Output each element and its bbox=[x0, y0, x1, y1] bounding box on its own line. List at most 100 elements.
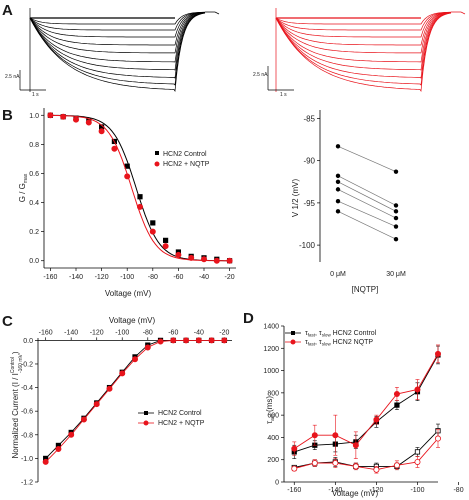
data-point bbox=[170, 337, 177, 344]
data-point bbox=[311, 460, 318, 467]
y-tick-label: 400 bbox=[267, 435, 279, 442]
data-point bbox=[106, 385, 113, 392]
current-trace bbox=[275, 11, 451, 25]
y-tick-label: -85 bbox=[303, 114, 315, 123]
scale-label-time: 1 s bbox=[280, 92, 287, 98]
x-tick-label: -100 bbox=[410, 487, 424, 494]
current-trace bbox=[275, 12, 452, 54]
scale-bar-left: 2.5 nA 1 s bbox=[5, 70, 46, 98]
data-point bbox=[47, 112, 54, 119]
data-point bbox=[149, 228, 156, 235]
data-point bbox=[373, 466, 380, 473]
y-tick-label: 1.0 bbox=[29, 113, 39, 120]
data-point bbox=[157, 338, 164, 345]
b1-legend: HCN2 Control HCN2 + NQTP bbox=[154, 151, 210, 168]
x-tick-label: -60 bbox=[168, 329, 178, 336]
data-point bbox=[195, 337, 202, 344]
x-tick-label: -140 bbox=[328, 487, 342, 494]
y-tick-label: 0.8 bbox=[29, 142, 39, 149]
data-point bbox=[221, 337, 228, 344]
data-point bbox=[162, 243, 169, 250]
data-point bbox=[213, 257, 220, 264]
data-point bbox=[434, 435, 441, 442]
data-point bbox=[60, 113, 67, 120]
y-tick-label: 1400 bbox=[263, 324, 279, 331]
x-tick-label: -80 bbox=[453, 487, 463, 494]
current-trace bbox=[29, 11, 205, 25]
x-tick-label: -120 bbox=[369, 487, 383, 494]
legend-label-control: τfast, τslow HCN2 Control bbox=[305, 330, 377, 338]
current-trace bbox=[275, 11, 452, 38]
current-trace bbox=[275, 12, 452, 63]
legend-marker-control bbox=[291, 331, 295, 335]
data-point bbox=[136, 203, 143, 210]
data-point bbox=[73, 116, 80, 123]
c-data bbox=[42, 337, 228, 465]
c-x-label: Voltage (mV) bbox=[109, 316, 156, 325]
data-point bbox=[393, 203, 399, 208]
data-point bbox=[150, 220, 156, 226]
data-point bbox=[291, 445, 298, 452]
x-tick-label: -120 bbox=[90, 329, 104, 336]
x-tick-label: -20 bbox=[225, 274, 235, 281]
y-tick-label: 600 bbox=[267, 413, 279, 420]
c-axes: -160 -140 -120 -100 -80 -60 -40 -20 0.0 -0.2 -0.4 -… bbox=[21, 329, 232, 487]
data-point bbox=[434, 350, 441, 357]
legend-label-nqtp: HCN2 + NQTP bbox=[163, 161, 210, 168]
b1-y-label: G / Gmax bbox=[18, 173, 29, 202]
scale-label-current: 2.5 nA bbox=[253, 72, 268, 78]
x-tick-label: -80 bbox=[143, 329, 153, 336]
legend-marker-control bbox=[155, 151, 159, 155]
chart-normalized-current: -160 -140 -120 -100 -80 -60 -40 -20 0.0 -0.2 -0.4 -… bbox=[10, 316, 232, 487]
data-point bbox=[93, 401, 100, 408]
b1-axes: -160 -140 -120 -100 -80 -60 -40 -20 0.0 0.2 0.4 0.6… bbox=[29, 108, 236, 281]
data-point bbox=[175, 251, 182, 258]
data-point bbox=[124, 173, 131, 180]
current-trace bbox=[29, 12, 206, 46]
d-y-label: τact (ms) bbox=[265, 396, 276, 424]
chart-tau: -160 -140 -120 -100 -80 0 200 400 600 800 1000 1200… bbox=[263, 324, 463, 499]
d-x-label: Voltage (mV) bbox=[332, 489, 379, 498]
b1-data bbox=[47, 112, 233, 264]
data-point bbox=[124, 163, 130, 169]
data-point bbox=[200, 256, 207, 263]
x-tick-label: -140 bbox=[64, 329, 78, 336]
y-tick-label: 1200 bbox=[263, 346, 279, 353]
x-tick-label: -160 bbox=[39, 329, 53, 336]
data-point bbox=[144, 344, 151, 351]
data-point bbox=[335, 199, 341, 204]
data-point bbox=[394, 402, 400, 408]
b2-y-label: V 1/2 (mV) bbox=[291, 179, 300, 218]
current-trace bbox=[275, 12, 452, 71]
y-tick-label: 0.2 bbox=[29, 229, 39, 236]
current-trace bbox=[29, 12, 206, 93]
data-point bbox=[393, 224, 399, 229]
current-trace bbox=[275, 12, 452, 86]
data-point bbox=[393, 169, 399, 174]
series-line bbox=[294, 438, 439, 471]
pair-line bbox=[337, 181, 397, 212]
x-tick-label: -60 bbox=[173, 274, 183, 281]
scale-label-time: 1 s bbox=[32, 92, 39, 98]
current-trace bbox=[275, 12, 452, 46]
data-point bbox=[373, 416, 380, 423]
pair-line bbox=[337, 189, 397, 219]
y-tick-label: -95 bbox=[303, 199, 315, 208]
pair-line bbox=[337, 200, 397, 227]
current-trace bbox=[275, 12, 452, 79]
y-tick-label: 1000 bbox=[263, 368, 279, 375]
d-legend: τfast, τslow HCN2 Control τfast, τslow H… bbox=[285, 330, 377, 347]
data-point bbox=[335, 173, 341, 179]
data-point bbox=[332, 432, 339, 439]
current-trace bbox=[29, 12, 206, 71]
data-point bbox=[131, 356, 138, 363]
control-traces bbox=[29, 8, 220, 93]
x-tick-label: -160 bbox=[43, 274, 57, 281]
panel-label-c: C bbox=[2, 313, 13, 330]
trace-tail bbox=[205, 11, 220, 15]
data-point bbox=[352, 463, 359, 470]
legend-label-control: HCN2 Control bbox=[158, 410, 202, 417]
current-trace bbox=[29, 12, 206, 86]
pair-line bbox=[337, 145, 397, 172]
legend-marker-nqtp bbox=[290, 339, 296, 345]
